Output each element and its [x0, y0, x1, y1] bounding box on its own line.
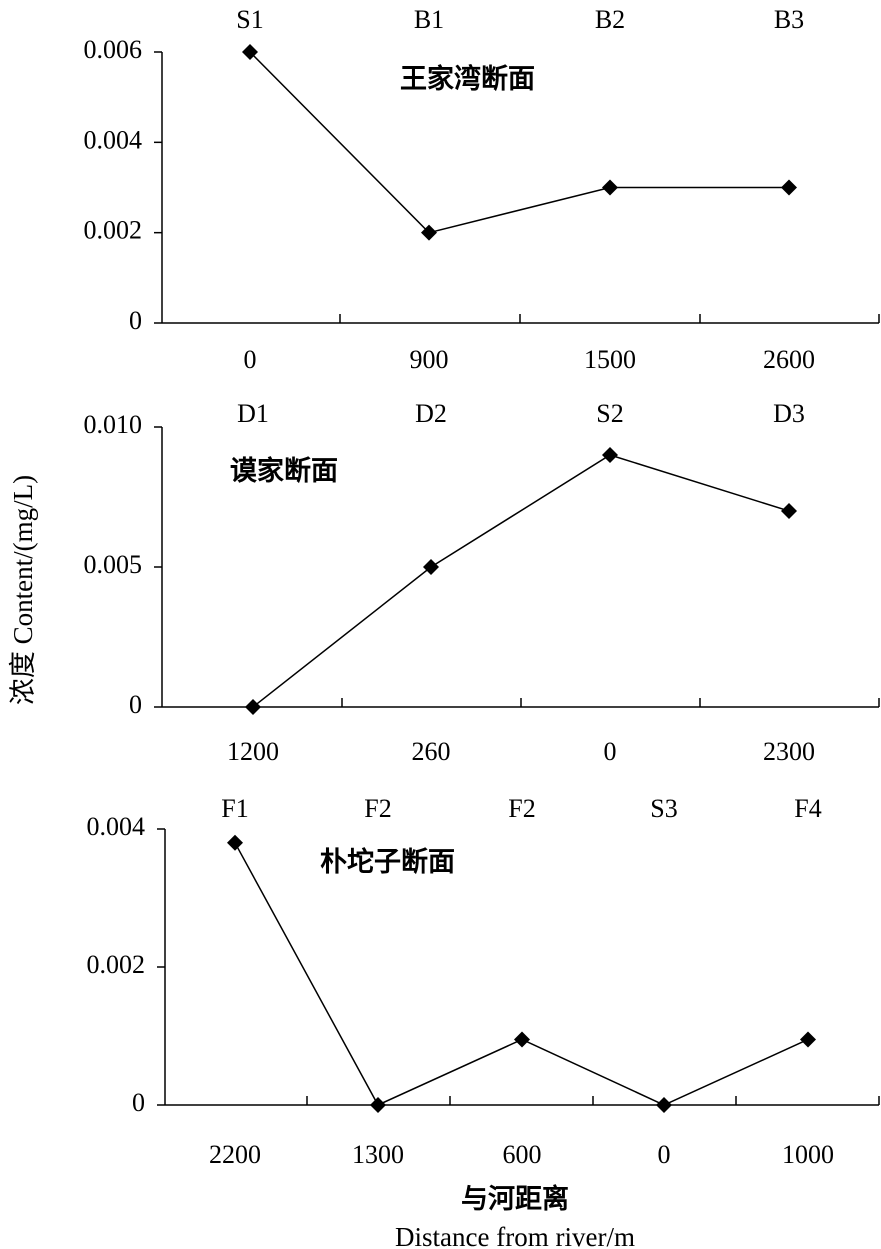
series-line: [252, 454, 790, 708]
x-tick-label: 1000: [782, 1140, 834, 1169]
y-axis-title: 浓度 Content/(mg/L): [8, 475, 38, 705]
x-tick-label: 2300: [763, 737, 815, 766]
y-tick-label: 0: [129, 690, 142, 719]
chart-panel-3: 0 0.002 0.004 2200 1300 600 0 1000 F1 F2 F2 S3 F4 朴坨子…: [87, 794, 880, 1169]
x-tick-label: 0: [244, 345, 257, 374]
x-tick-label: 1200: [227, 737, 279, 766]
site-label: F1: [221, 794, 248, 823]
x-tick-label: 2600: [763, 345, 815, 374]
y-tick-label: 0: [132, 1088, 145, 1117]
x-tick-label: 2200: [209, 1140, 261, 1169]
site-label: D3: [773, 399, 805, 428]
section-title: 朴坨子断面: [320, 846, 455, 877]
chart-panel-2: 0 0.005 0.010 1200 260 0 2300 D1 D2 S2 D3 谟家断面: [84, 399, 880, 766]
data-point: [602, 179, 618, 196]
data-point: [423, 559, 439, 575]
data-point: [781, 179, 797, 196]
y-tick-label: 0.010: [84, 410, 143, 439]
y-tick-label: 0.002: [87, 950, 146, 979]
site-label: B1: [414, 5, 444, 34]
chart-panel-1: 0 0.002 0.004 0.006 0 900 1500 2600 S1 B1 B2 B3 王家湾断…: [84, 5, 880, 374]
section-title: 王家湾断面: [400, 63, 535, 94]
data-point: [370, 1097, 386, 1113]
site-label: S2: [596, 399, 623, 428]
x-tick-label: 0: [604, 737, 617, 766]
x-tick-label: 0: [658, 1140, 671, 1169]
site-label: F4: [794, 794, 821, 823]
y-tick-label: 0.005: [84, 550, 143, 579]
site-label: D2: [415, 399, 447, 428]
y-tick-label: 0.004: [87, 812, 146, 841]
site-label: S3: [650, 794, 677, 823]
y-tick-label: 0: [129, 306, 142, 335]
data-point: [242, 44, 258, 60]
site-label: S1: [236, 5, 263, 34]
data-point: [656, 1097, 672, 1113]
data-point: [602, 447, 618, 463]
site-label: B2: [595, 5, 625, 34]
site-label: F2: [508, 794, 535, 823]
data-point: [781, 503, 797, 519]
x-tick-label: 260: [412, 737, 451, 766]
y-tick-label: 0.004: [84, 125, 143, 154]
x-tick-label: 600: [503, 1140, 542, 1169]
data-point: [421, 224, 437, 241]
y-tick-label: 0.006: [84, 35, 143, 64]
x-axis-title-en: Distance from river/m: [395, 1222, 635, 1249]
y-tick-label: 0.002: [84, 216, 143, 245]
x-tick-label: 900: [410, 345, 449, 374]
section-title: 谟家断面: [230, 455, 338, 486]
data-point: [800, 1031, 816, 1048]
site-label: D1: [237, 399, 269, 428]
site-label: B3: [774, 5, 804, 34]
x-tick-label: 1300: [352, 1140, 404, 1169]
x-tick-label: 1500: [584, 345, 636, 374]
data-point: [245, 699, 261, 715]
x-axis-title-cn: 与河距离: [461, 1183, 569, 1214]
series-line: [249, 51, 789, 234]
data-point: [227, 834, 243, 851]
series-line: [234, 842, 809, 1106]
data-point: [514, 1031, 530, 1048]
site-label: F2: [364, 794, 391, 823]
